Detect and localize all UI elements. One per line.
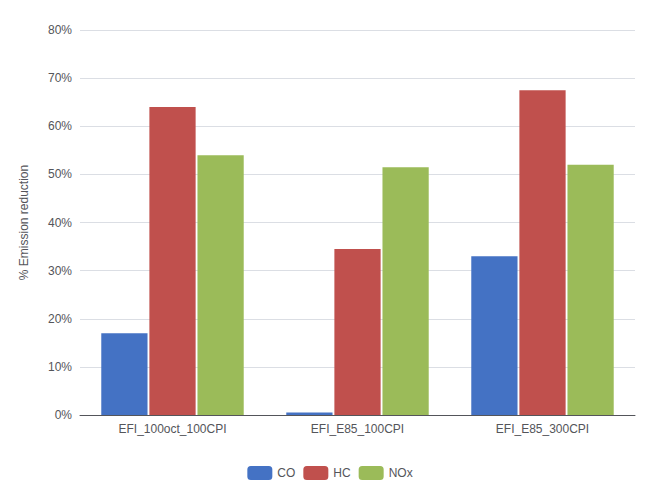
- svg-text:EFI_100oct_100CPI: EFI_100oct_100CPI: [118, 422, 226, 436]
- svg-text:40%: 40%: [48, 216, 72, 230]
- svg-text:10%: 10%: [48, 360, 72, 374]
- svg-text:20%: 20%: [48, 312, 72, 326]
- svg-text:70%: 70%: [48, 71, 72, 85]
- svg-text:% Emission reduction: % Emission reduction: [17, 165, 31, 280]
- svg-text:60%: 60%: [48, 119, 72, 133]
- svg-text:80%: 80%: [48, 23, 72, 37]
- svg-text:30%: 30%: [48, 264, 72, 278]
- svg-text:0%: 0%: [55, 408, 73, 422]
- svg-text:NOx: NOx: [389, 466, 413, 480]
- svg-text:HC: HC: [333, 466, 351, 480]
- svg-text:EFI_E85_300CPI: EFI_E85_300CPI: [496, 422, 589, 436]
- svg-text:50%: 50%: [48, 167, 72, 181]
- svg-text:CO: CO: [277, 466, 295, 480]
- svg-text:EFI_E85_100CPI: EFI_E85_100CPI: [311, 422, 404, 436]
